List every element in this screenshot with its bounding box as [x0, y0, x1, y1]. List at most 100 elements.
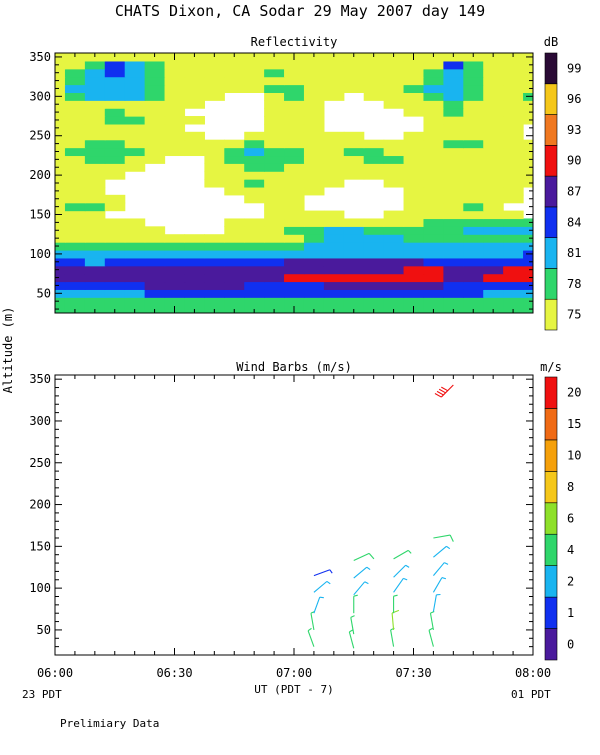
refl-cell	[324, 77, 345, 85]
refl-cell	[145, 155, 166, 163]
colorbar-swatch	[545, 629, 557, 660]
refl-cell	[483, 140, 504, 148]
refl-cell	[165, 266, 186, 274]
refl-cell	[324, 92, 345, 100]
refl-cell	[145, 258, 166, 266]
refl-cell	[423, 116, 444, 124]
refl-cell	[364, 274, 385, 282]
refl-cell	[264, 266, 285, 274]
colorbar-swatch	[545, 471, 557, 502]
wind-barb	[391, 628, 395, 646]
colorbar-label: 87	[567, 185, 581, 199]
refl-cell	[404, 211, 425, 219]
refl-cell	[503, 171, 524, 179]
refl-cell	[463, 211, 484, 219]
wind-barb	[394, 550, 412, 559]
refl-cell	[423, 274, 444, 282]
refl-cell	[145, 77, 166, 85]
refl-cell	[244, 289, 265, 297]
refl-cell	[304, 155, 325, 163]
refl-cell	[184, 69, 205, 77]
refl-cell	[364, 148, 385, 156]
refl-cell	[324, 61, 345, 69]
refl-cell	[204, 140, 225, 148]
refl-cell	[423, 108, 444, 116]
barb-feather	[354, 595, 358, 596]
refl-cell	[284, 171, 305, 179]
y-tick-label: 350	[29, 372, 51, 386]
refl-cell	[244, 61, 265, 69]
refl-cell	[85, 116, 106, 124]
refl-cell	[165, 289, 186, 297]
refl-cell	[304, 242, 325, 250]
refl-cell	[284, 155, 305, 163]
refl-cell	[204, 155, 225, 163]
refl-cell	[324, 289, 345, 297]
colorbar-label: 78	[567, 277, 581, 291]
refl-cell	[404, 179, 425, 187]
refl-cell	[125, 242, 146, 250]
refl-cell	[503, 116, 524, 124]
refl-cell	[404, 77, 425, 85]
refl-cell	[105, 218, 126, 226]
refl-cell	[384, 92, 405, 100]
refl-cell	[423, 132, 444, 140]
refl-cell	[145, 226, 166, 234]
refl-cell	[284, 274, 305, 282]
refl-cell	[384, 226, 405, 234]
refl-cell	[324, 281, 345, 289]
refl-cell	[184, 148, 205, 156]
refl-cell	[384, 234, 405, 242]
refl-cell	[304, 100, 325, 108]
refl-cell	[244, 195, 265, 203]
refl-cell	[324, 140, 345, 148]
colorbar-swatch	[545, 299, 557, 330]
colorbar-swatch	[545, 503, 557, 534]
refl-cell	[404, 242, 425, 250]
barb-shaft	[354, 553, 369, 560]
refl-cell	[85, 250, 106, 258]
barb-shaft	[392, 613, 393, 630]
refl-cell	[324, 218, 345, 226]
refl-cell	[85, 124, 106, 132]
refl-cell	[423, 140, 444, 148]
refl-cell	[404, 163, 425, 171]
refl-cell	[165, 242, 186, 250]
refl-cell	[165, 124, 186, 132]
refl-cell	[204, 163, 225, 171]
refl-cell	[423, 266, 444, 274]
refl-cell	[463, 140, 484, 148]
barb-shaft	[394, 578, 404, 592]
barb-feather	[446, 546, 449, 548]
refl-cell	[165, 132, 186, 140]
refl-cell	[384, 100, 405, 108]
refl-cell	[125, 148, 146, 156]
refl-cell	[404, 148, 425, 156]
refl-cell	[244, 187, 265, 195]
refl-cell	[384, 171, 405, 179]
wind-barb	[314, 581, 330, 592]
refl-cell	[184, 250, 205, 258]
refl-cell	[503, 163, 524, 171]
wind-barb	[314, 597, 324, 613]
refl-cell	[224, 155, 245, 163]
refl-cell	[364, 281, 385, 289]
refl-cell	[404, 132, 425, 140]
refl-cell	[284, 242, 305, 250]
barb-shaft	[354, 567, 367, 578]
refl-cell	[284, 148, 305, 156]
refl-cell	[125, 266, 146, 274]
colorbar-label: 90	[567, 154, 581, 168]
colorbar-label: 84	[567, 215, 581, 229]
refl-cell	[264, 195, 285, 203]
refl-cell	[344, 171, 365, 179]
refl-cell	[483, 100, 504, 108]
y-tick-label: 200	[29, 498, 51, 512]
colorbar-label: 0	[567, 637, 574, 651]
refl-cell	[344, 258, 365, 266]
refl-cell	[443, 266, 464, 274]
refl-cell	[483, 179, 504, 187]
refl-cell	[65, 218, 86, 226]
